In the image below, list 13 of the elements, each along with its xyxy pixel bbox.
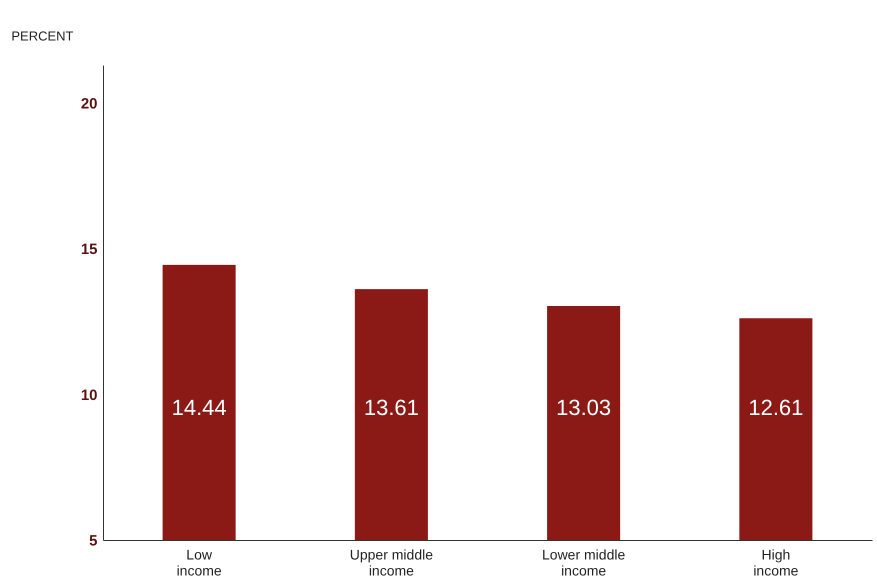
data-label: 13.61	[364, 395, 419, 420]
x-tick-label: Upper middle income	[350, 546, 434, 578]
y-axis-title: PERCENT	[11, 28, 74, 44]
data-label: 12.61	[748, 395, 804, 420]
data-label: 14.44	[172, 395, 227, 420]
x-tick-label: Low income	[176, 546, 222, 578]
y-tick-label: 5	[89, 532, 98, 550]
y-tick-label: 10	[80, 386, 98, 404]
data-label: 13.03	[556, 395, 612, 420]
x-tick-label: High income	[753, 546, 799, 578]
y-tick-label: 20	[80, 95, 98, 112]
y-tick-label: 15	[80, 241, 98, 258]
x-tick-label: Lower middle income	[542, 546, 626, 578]
